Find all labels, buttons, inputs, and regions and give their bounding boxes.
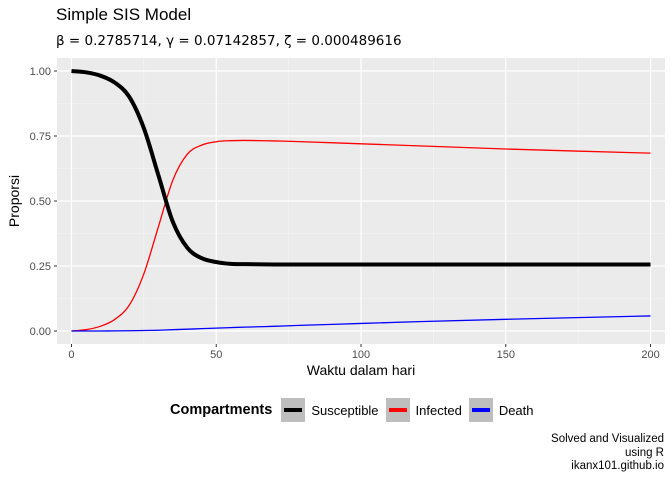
chart-subtitle: β = 0.2785714, γ = 0.07142857, ζ = 0.000…	[56, 33, 402, 49]
legend-item-infected: Infected	[385, 398, 462, 422]
x-tick-label: 0	[68, 349, 74, 361]
series-line-susceptible	[71, 69, 651, 267]
x-axis-label: Waktu dalam hari	[307, 362, 415, 378]
legend-swatch-susceptible	[284, 408, 303, 412]
y-tick-label: 1.00	[30, 66, 51, 78]
legend: Compartments Susceptible Infected Death	[170, 398, 541, 422]
y-tick-label: 0.75	[30, 131, 51, 143]
caption-line-2: using R	[625, 446, 664, 459]
x-tick-label: 100	[352, 349, 370, 361]
series-line-death	[71, 315, 651, 332]
legend-label-susceptible: Susceptible	[311, 402, 379, 418]
x-tick-label: 50	[210, 349, 222, 361]
legend-item-death: Death	[468, 398, 534, 422]
legend-label-infected: Infected	[415, 402, 462, 418]
legend-label-death: Death	[498, 402, 534, 418]
axis-layer: 0 50 100 150 200 0.00 0.25 0.50 0.75 1.00	[30, 66, 660, 361]
legend-swatch-death	[471, 408, 490, 412]
legend-swatch-infected	[388, 408, 407, 412]
legend-item-susceptible: Susceptible	[281, 398, 379, 422]
series-layer	[71, 69, 651, 332]
major-grid	[57, 58, 665, 344]
legend-title: Compartments	[170, 402, 273, 418]
legend-key-susceptible	[281, 398, 306, 422]
chart-title: Simple SIS Model	[56, 5, 192, 24]
x-tick-label: 150	[497, 349, 515, 361]
caption-line-3: ikanx101.github.io	[571, 460, 664, 472]
x-tick-label: 200	[641, 349, 659, 361]
y-axis-label: Proporsi	[6, 175, 22, 227]
caption-line-1: Solved and Visualized	[551, 433, 664, 445]
legend-key-death	[468, 398, 493, 422]
legend-key-infected	[385, 398, 410, 422]
series-line-infected	[71, 139, 651, 332]
caption: Solved and Visualized using R ikanx101.g…	[551, 433, 664, 474]
y-tick-label: 0.00	[30, 326, 51, 338]
y-tick-label: 0.50	[30, 196, 51, 208]
y-tick-label: 0.25	[30, 261, 51, 273]
